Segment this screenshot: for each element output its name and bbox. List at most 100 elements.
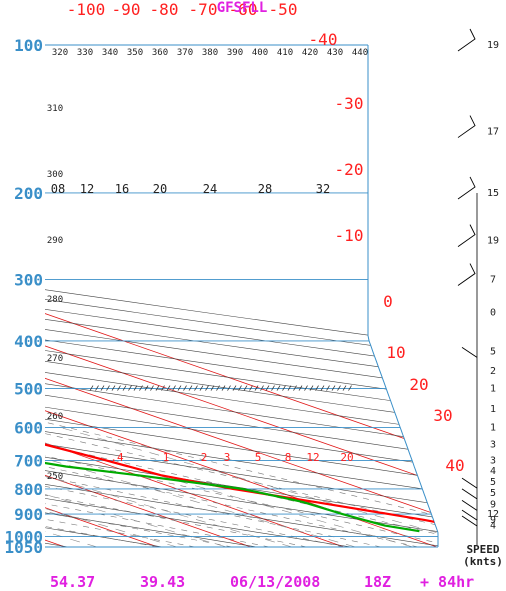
wind-barb <box>457 28 476 52</box>
dry-adiabat <box>45 45 438 547</box>
cloud-hatch <box>155 385 160 391</box>
theta-label: 430 <box>327 48 343 58</box>
wind-barb <box>457 115 476 138</box>
background-lines <box>45 45 438 547</box>
isotherm-line <box>45 45 159 547</box>
theta-label: 400 <box>252 48 268 58</box>
temperature-tick-label: -70 <box>189 0 218 19</box>
theta-label: 340 <box>102 48 118 58</box>
cloud-hatch <box>320 385 325 391</box>
temperature-tick-label: -10 <box>335 226 364 245</box>
wind-speed-label: 5 <box>490 477 496 488</box>
pressure-tick-label: 900 <box>14 505 43 524</box>
temperature-tick-label: -30 <box>335 94 364 113</box>
temperature-tick-label: -40 <box>309 30 338 49</box>
wind-axis-label-1: SPEED <box>466 543 499 556</box>
moist-adiabat <box>45 240 307 547</box>
footer-forecast: + 84hr <box>420 573 474 591</box>
cloud-hatch <box>210 385 215 391</box>
dry-adiabat <box>45 45 438 547</box>
wind-speed-label: 5 <box>490 346 496 357</box>
theta-label: 320 <box>52 48 68 58</box>
wind-speed-label: 1 <box>490 384 496 395</box>
theta-label: 280 <box>47 295 63 305</box>
cloud-hatch <box>271 385 275 391</box>
temperature-tick-label: 40 <box>445 456 464 475</box>
wind-speed-label: 1 <box>490 423 496 434</box>
moist-adiabat <box>45 240 419 547</box>
theta-label: 290 <box>47 236 63 246</box>
theta-label: 310 <box>47 104 63 114</box>
cloud-hatch <box>348 385 352 391</box>
cloud-hatch <box>227 385 231 391</box>
cloud-hatch <box>122 385 127 391</box>
wind-barb <box>461 500 478 511</box>
pressure-tick-label: 400 <box>14 332 43 351</box>
cloud-hatch <box>216 385 220 391</box>
theta-label: 380 <box>202 48 218 58</box>
cloud-hatch <box>304 385 308 391</box>
theta-label: 410 <box>277 48 293 58</box>
mixing-ratio-label: .4 <box>110 451 124 464</box>
moist-adiabat <box>45 240 438 547</box>
theta-label: 420 <box>302 48 318 58</box>
mixing-ratio-upper-label: 08 <box>51 182 65 196</box>
cloud-hatch <box>183 385 187 391</box>
dry-adiabat <box>45 45 438 547</box>
isotherm-line <box>45 45 438 547</box>
labels: 10020030040050060070080090010001050-100-… <box>4 0 464 557</box>
pressure-tick-label: 600 <box>14 419 43 438</box>
mixing-ratio-label: 1 <box>163 451 170 464</box>
cloud-hatch <box>293 385 297 391</box>
chart-title: GFSFLL <box>217 0 268 16</box>
mixing-ratio-label: 3 <box>224 451 231 464</box>
wind-speed-label: 15 <box>487 188 499 199</box>
wind-speed-label: 0 <box>490 307 496 318</box>
pressure-tick-label: 500 <box>14 380 43 399</box>
cloud-hatch <box>166 385 171 391</box>
mixing-ratio-upper-label: 16 <box>115 182 129 196</box>
dry-adiabat <box>45 45 438 547</box>
cloud-hatch <box>249 385 253 391</box>
cloud-hatch <box>232 385 237 391</box>
mixing-ratio-line <box>45 427 178 547</box>
wind-barb <box>457 224 476 247</box>
cloud-hatch <box>144 385 149 391</box>
wind-barb <box>457 176 476 200</box>
wind-speed-label: 19 <box>487 236 499 247</box>
profiles <box>45 45 438 538</box>
cloud-hatch <box>260 385 264 391</box>
cloud-hatch <box>342 385 347 391</box>
mixing-ratio-line <box>45 427 227 547</box>
dry-adiabat <box>45 45 438 547</box>
dry-adiabat <box>45 45 438 547</box>
cloud-hatch <box>106 385 110 391</box>
pressure-tick-label: 1000 <box>4 528 43 547</box>
theta-label: 250 <box>47 472 63 482</box>
cloud-hatch <box>309 385 314 391</box>
temperature-tick-label: -20 <box>335 160 364 179</box>
moist-adiabat <box>45 240 438 547</box>
mixing-ratio-label: 5 <box>255 451 262 464</box>
temperature-tick-label: 20 <box>409 375 428 394</box>
cloud-hatch <box>205 385 209 391</box>
wind-barb <box>461 477 478 489</box>
wind-speed-label: 19 <box>487 40 499 51</box>
wind-speed-label: 17 <box>487 127 499 138</box>
wind-barb <box>461 347 478 358</box>
mixing-ratio-upper-label: 28 <box>258 182 272 196</box>
dry-adiabat <box>45 45 438 547</box>
dry-adiabat <box>45 45 438 547</box>
footer-lon: 39.43 <box>140 573 185 591</box>
wind-speed-label: 4 <box>490 466 496 477</box>
wind-speed-label: 3 <box>490 440 496 451</box>
theta-label: 440 <box>352 48 368 58</box>
footer-date: 06/13/2008 <box>230 573 320 591</box>
footer-lat: 54.37 <box>50 573 95 591</box>
temperature-tick-label: -90 <box>112 0 141 19</box>
temperature-profile <box>45 45 438 538</box>
temperature-tick-label: 10 <box>386 343 405 362</box>
cloud-hatch <box>133 385 138 391</box>
